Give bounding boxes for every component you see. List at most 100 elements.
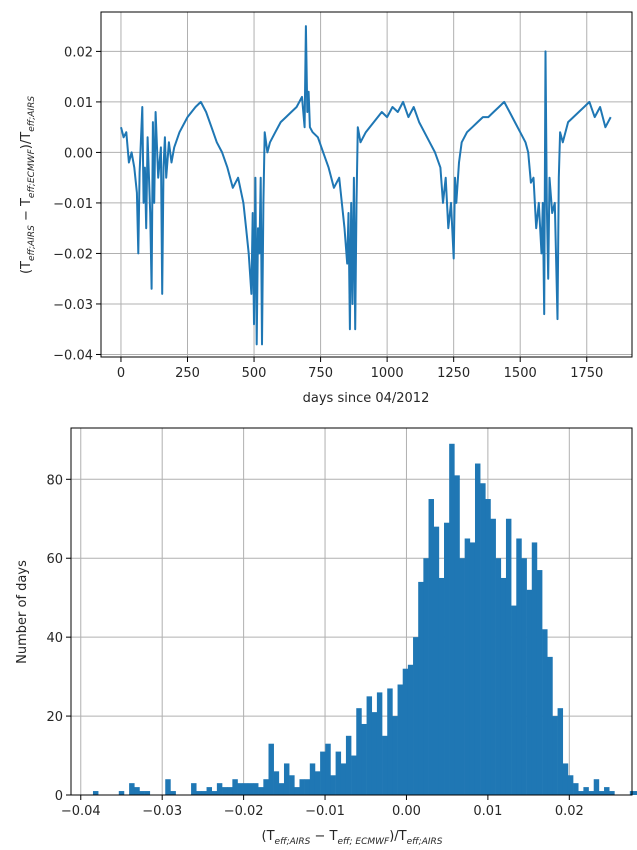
histogram-bar xyxy=(505,518,512,795)
histogram-bar xyxy=(139,791,145,795)
histogram-bar xyxy=(557,708,564,795)
top-series xyxy=(120,25,612,346)
histogram-bar xyxy=(325,743,331,795)
histogram-bar xyxy=(247,783,254,795)
top-x-tick-label: 0 xyxy=(117,366,125,381)
bottom-x-tick-label: −0.01 xyxy=(305,804,345,819)
histogram-bar xyxy=(335,751,342,795)
histogram-bar xyxy=(516,538,522,795)
histogram-bar xyxy=(366,696,373,795)
histogram-bar xyxy=(222,787,228,795)
bottom-x-axis-label: (Teff;AIRS − Teff; ECMWF)/Teff;AIRS xyxy=(262,829,443,847)
histogram-bar xyxy=(283,763,290,795)
histogram-bar xyxy=(604,787,610,795)
bottom-y-axis-label: Number of days xyxy=(15,560,30,664)
histogram-bar xyxy=(459,558,465,795)
histogram-bar xyxy=(211,791,218,795)
histogram-bar xyxy=(402,668,409,795)
histogram-bar xyxy=(423,558,429,795)
histogram-bar xyxy=(314,771,321,795)
top-x-tick-label: 1250 xyxy=(437,366,470,381)
histogram-bar xyxy=(495,558,502,795)
histogram-bar xyxy=(511,605,517,795)
histogram-bar xyxy=(449,443,455,795)
histogram-bar xyxy=(320,751,326,795)
histogram-bar xyxy=(531,542,538,795)
histogram-bar xyxy=(345,735,352,795)
top-y-tick-label: 0.00 xyxy=(64,146,93,161)
top-x-tick-label: 1000 xyxy=(371,366,404,381)
histogram-bar xyxy=(371,712,378,795)
histogram-bar xyxy=(299,779,305,795)
histogram-bar xyxy=(387,688,393,795)
top-gridlines xyxy=(101,12,632,357)
top-axes-frame xyxy=(100,11,633,358)
bottom-axes-frame xyxy=(70,427,633,796)
bottom-x-tick-label: 0.01 xyxy=(473,804,502,819)
histogram-bar xyxy=(418,581,424,795)
bottom-x-tick-label: −0.04 xyxy=(61,804,101,819)
histogram-bar xyxy=(196,791,202,795)
histogram-bar xyxy=(278,783,285,795)
bottom-x-tick-label: −0.03 xyxy=(142,804,182,819)
histogram-bar xyxy=(464,538,471,795)
histogram-bar xyxy=(382,735,388,795)
histogram-bar xyxy=(485,499,491,795)
histogram-bar xyxy=(609,791,615,795)
top-x-axis-label: days since 04/2012 xyxy=(303,391,430,406)
histogram-bar xyxy=(521,558,527,795)
bottom-x-ticks: −0.04 −0.03 −0.02 −0.01 0.00 0.01 0.02 xyxy=(61,795,584,819)
bottom-x-tick-label: −0.02 xyxy=(224,804,264,819)
top-y-ticks: −0.04 −0.03 −0.02 −0.01 0.00 0.01 0.02 xyxy=(53,45,101,363)
histogram-bar xyxy=(480,483,486,795)
histogram-bar xyxy=(474,463,481,795)
histogram-bar xyxy=(454,475,460,795)
bottom-y-ticks: 0 20 40 60 80 xyxy=(46,473,71,804)
top-x-tick-label: 750 xyxy=(308,366,333,381)
histogram-bar xyxy=(134,787,140,795)
histogram-bar xyxy=(428,499,434,795)
histogram-bar xyxy=(351,755,357,795)
top-y-tick-label: 0.01 xyxy=(64,96,93,111)
histogram-bar xyxy=(413,637,419,795)
histogram-bar xyxy=(542,629,548,795)
histogram-bar xyxy=(242,783,249,795)
histogram-bar xyxy=(273,771,280,795)
histogram-bar xyxy=(583,787,589,795)
histogram-bar xyxy=(469,542,476,795)
histogram-bar xyxy=(165,779,171,795)
histogram-bar xyxy=(562,763,569,795)
histogram-bar xyxy=(92,791,99,795)
top-x-tick-label: 1500 xyxy=(504,366,537,381)
top-x-tick-label: 500 xyxy=(242,366,267,381)
histogram-bar xyxy=(444,522,450,795)
histogram-bar xyxy=(232,779,238,795)
histogram-bar xyxy=(237,783,243,795)
histogram-bar xyxy=(201,791,207,795)
histogram-bar xyxy=(129,783,135,795)
histogram-bar xyxy=(309,763,316,795)
top-x-tick-label: 1750 xyxy=(570,366,603,381)
histogram-bar xyxy=(304,779,311,795)
bottom-y-tick-label: 40 xyxy=(46,631,63,646)
histogram-bar xyxy=(433,526,440,795)
histogram-bar xyxy=(216,783,223,795)
histogram-bar xyxy=(227,787,233,795)
time-series-panel: 0 250 500 750 1000 1250 1500 1750 −0.04−0.03−0.… xyxy=(19,11,633,406)
histogram-bar xyxy=(578,791,584,795)
histogram-bar xyxy=(547,656,553,795)
bottom-y-tick-label: 0 xyxy=(55,789,63,804)
histogram-bar xyxy=(536,570,543,795)
bottom-x-tick-label: 0.00 xyxy=(392,804,421,819)
histogram-bar xyxy=(635,791,637,795)
histogram-bar xyxy=(263,779,269,795)
histogram-bar xyxy=(268,743,274,795)
bottom-y-tick-label: 20 xyxy=(46,710,63,725)
histogram-bar xyxy=(573,783,579,795)
histogram-bar xyxy=(552,716,558,795)
histogram-bar xyxy=(191,783,197,795)
histogram-bar xyxy=(629,791,636,795)
top-y-tick-label: −0.01 xyxy=(53,197,93,212)
histogram-bar xyxy=(438,577,445,795)
